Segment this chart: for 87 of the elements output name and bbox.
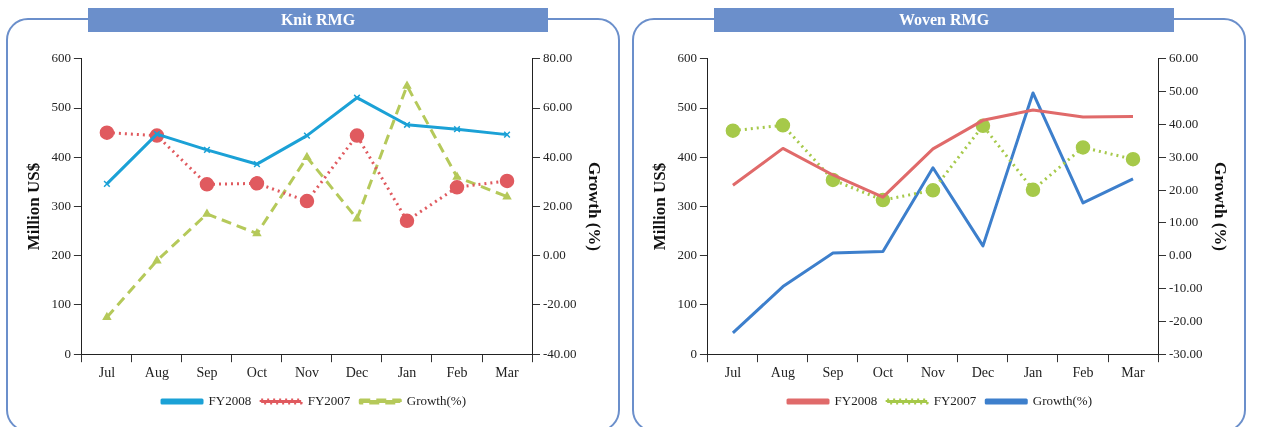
y-tick-label: 400 xyxy=(677,148,697,164)
y-tick-label: 0 xyxy=(64,345,71,361)
point xyxy=(352,214,362,222)
chart-title: Woven RMG xyxy=(714,8,1174,32)
point xyxy=(302,152,312,161)
y2-tick-label: -40.00 xyxy=(543,345,577,361)
y-tick-label: 500 xyxy=(51,99,71,115)
point xyxy=(102,312,112,321)
point xyxy=(299,193,315,209)
x-tick-label: Jul xyxy=(724,365,742,381)
point xyxy=(402,81,412,89)
point xyxy=(775,118,791,133)
x-tick-label: Dec xyxy=(971,365,995,381)
point xyxy=(199,177,215,192)
x-tick-label: Sep xyxy=(822,365,844,381)
y-tick-label: 200 xyxy=(677,247,697,263)
x-tick-label: Aug xyxy=(144,365,169,381)
point xyxy=(349,128,365,143)
y2-tick-label: 30.00 xyxy=(1169,148,1199,164)
x-tick-label: Jul xyxy=(98,365,116,381)
point xyxy=(725,123,741,138)
y2-tick-label: 60.00 xyxy=(1169,50,1199,66)
point xyxy=(399,213,415,229)
y2-tick-label: -20.00 xyxy=(543,296,577,312)
point xyxy=(1025,182,1041,198)
y2-axis-title: Growth (%) xyxy=(1211,162,1231,251)
y-tick-label: 300 xyxy=(51,197,71,213)
x-tick-label: Oct xyxy=(872,365,894,381)
legend-label: FY2007 xyxy=(933,392,977,408)
y2-tick-label: -20.00 xyxy=(1169,312,1203,328)
point xyxy=(1125,151,1141,167)
y-tick-label: 0 xyxy=(690,345,697,361)
y2-tick-label: 40.00 xyxy=(1169,115,1199,131)
legend-label: Growth(%) xyxy=(406,392,466,408)
chart-title: Knit RMG xyxy=(88,8,548,32)
point xyxy=(152,255,162,264)
x-tick-label: Feb xyxy=(1072,365,1094,381)
y2-tick-label: 80.00 xyxy=(543,50,573,66)
x-tick-label: Mar xyxy=(495,365,520,381)
point xyxy=(499,173,515,189)
y2-tick-label: 0.00 xyxy=(543,247,566,263)
point xyxy=(502,191,512,200)
y-tick-label: 200 xyxy=(51,247,71,263)
y2-tick-label: 20.00 xyxy=(1169,181,1199,197)
y-tick-label: 600 xyxy=(677,50,697,66)
legend-label: FY2008 xyxy=(208,392,252,408)
y-tick-label: 600 xyxy=(51,50,71,66)
point xyxy=(99,125,115,140)
point xyxy=(303,132,311,140)
y2-tick-label: 60.00 xyxy=(543,99,573,115)
point xyxy=(252,228,262,237)
y2-tick-label: 40.00 xyxy=(543,148,573,164)
point xyxy=(452,172,462,180)
point xyxy=(449,180,465,195)
x-tick-label: Mar xyxy=(1121,365,1146,381)
point xyxy=(503,131,511,139)
x-tick-label: Sep xyxy=(196,365,218,381)
x-tick-label: Oct xyxy=(246,365,268,381)
x-tick-label: Nov xyxy=(294,365,320,381)
legend-label: Growth(%) xyxy=(1032,392,1092,408)
y-tick-label: 300 xyxy=(677,197,697,213)
y2-tick-label: 50.00 xyxy=(1169,83,1199,99)
y-tick-label: 100 xyxy=(677,296,697,312)
point xyxy=(1075,140,1091,155)
x-tick-label: Jan xyxy=(1023,365,1043,381)
y-tick-label: 100 xyxy=(51,296,71,312)
x-tick-label: Nov xyxy=(920,365,946,381)
y2-axis-title: Growth (%) xyxy=(585,162,605,251)
x-tick-label: Jan xyxy=(397,365,417,381)
y-axis-title: Million US$ xyxy=(23,162,43,251)
y2-tick-label: 10.00 xyxy=(1169,214,1199,230)
point xyxy=(249,176,265,191)
x-tick-label: Dec xyxy=(345,365,369,381)
y-axis-title: Million US$ xyxy=(649,162,669,251)
y-tick-label: 500 xyxy=(677,99,697,115)
x-tick-label: Feb xyxy=(446,365,468,381)
y2-tick-label: -10.00 xyxy=(1169,279,1203,295)
point xyxy=(202,209,212,217)
point xyxy=(925,183,941,198)
y-tick-label: 400 xyxy=(51,148,71,164)
x-tick-label: Aug xyxy=(770,365,795,381)
y2-tick-label: -30.00 xyxy=(1169,345,1203,361)
y2-tick-label: 0.00 xyxy=(1169,247,1192,263)
legend-label: FY2008 xyxy=(834,392,878,408)
point xyxy=(203,146,211,154)
legend-label: FY2007 xyxy=(307,392,351,408)
y2-tick-label: 20.00 xyxy=(543,197,573,213)
